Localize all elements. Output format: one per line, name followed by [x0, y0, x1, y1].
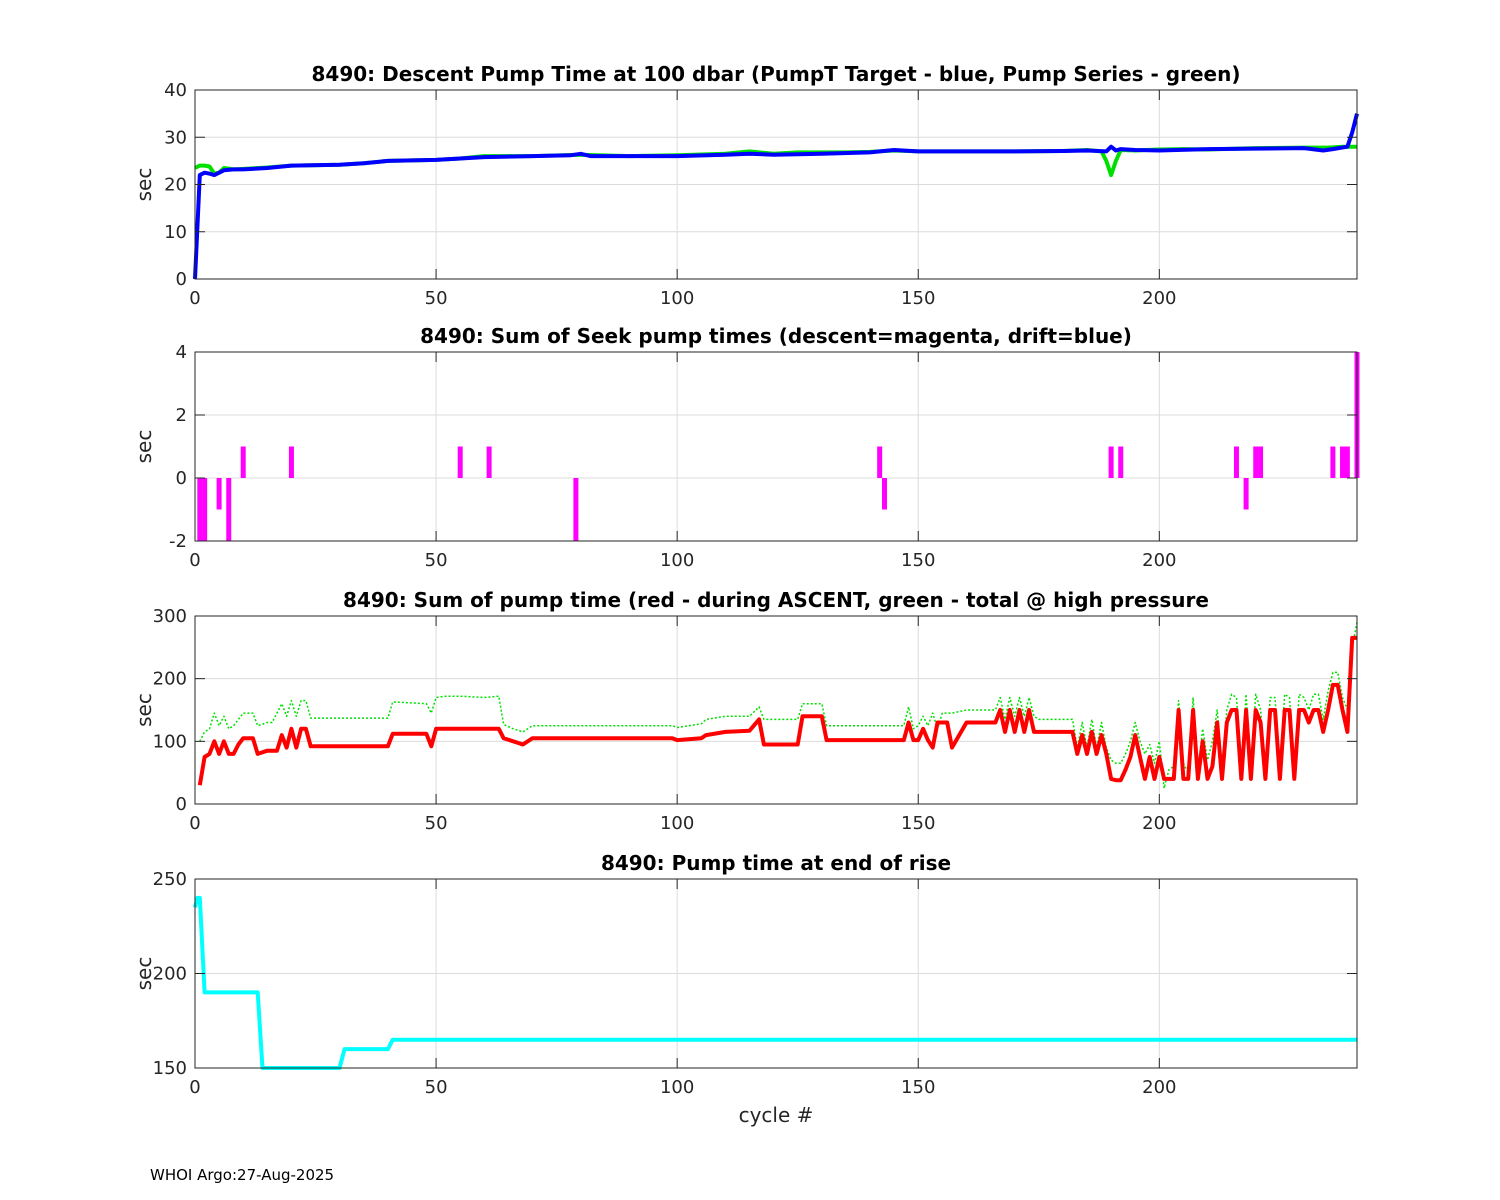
bar [877, 446, 883, 478]
y-tick-label: 250 [153, 869, 187, 890]
x-tick-label: 50 [425, 1077, 448, 1098]
x-tick-label: 100 [660, 1077, 694, 1098]
x-tick-label: 150 [901, 288, 935, 309]
y-tick-label: 4 [176, 342, 187, 363]
x-tick-label: 0 [189, 813, 200, 834]
y-tick-label: 0 [176, 468, 187, 489]
bar [1118, 446, 1124, 478]
bar [1243, 478, 1249, 510]
x-tick-label: 0 [189, 550, 200, 571]
bar [1340, 446, 1346, 478]
series-line-2 [193, 113, 1359, 280]
x-tick-label: 100 [660, 288, 694, 309]
series-line-1 [199, 622, 1358, 790]
x-tick-label: 200 [1142, 1077, 1176, 1098]
chart-title: 8490: Descent Pump Time at 100 dbar (Pum… [312, 62, 1241, 86]
y-tick-label: 2 [176, 405, 187, 426]
y-tick-label: 20 [164, 175, 187, 196]
y-tick-label: 40 [164, 80, 187, 101]
chart-title: 8490: Sum of Seek pump times (descent=ma… [420, 324, 1132, 348]
y-tick-label: 300 [153, 606, 187, 627]
y-axis-label: sec [132, 693, 156, 727]
bar [197, 478, 203, 541]
x-tick-label: 200 [1142, 288, 1176, 309]
series-line-1 [193, 895, 1357, 1070]
chart-title: 8490: Pump time at end of rise [601, 851, 951, 875]
bar [457, 446, 463, 478]
y-tick-label: 100 [153, 731, 187, 752]
x-tick-label: 150 [901, 1077, 935, 1098]
bar [202, 478, 208, 541]
chart-panel-1: 0 50 100 150 200 0 10 20 30 40 8490: Descent Pump … [132, 62, 1359, 309]
x-tick-label: 0 [189, 288, 200, 309]
x-tick-label: 50 [425, 288, 448, 309]
x-tick-label: 150 [901, 550, 935, 571]
x-tick-label: 100 [660, 550, 694, 571]
bar [1330, 446, 1336, 478]
x-tick-label: 100 [660, 813, 694, 834]
x-tick-label: 50 [425, 813, 448, 834]
bar [1108, 446, 1114, 478]
x-axis-label: cycle # [739, 1103, 814, 1127]
y-tick-label: 150 [153, 1058, 187, 1079]
y-tick-label: 200 [153, 669, 187, 690]
bar [216, 478, 222, 510]
chart-title: 8490: Sum of pump time (red - during ASC… [343, 588, 1209, 612]
bar [1233, 446, 1239, 478]
x-tick-label: 200 [1142, 550, 1176, 571]
bar [573, 478, 579, 541]
series-line-2 [197, 635, 1357, 786]
chart-panel-4: 0 50 100 150 200 150 200 250 8490: Pump time at … [132, 851, 1358, 1127]
footer-credit: WHOI Argo:27-Aug-2025 [150, 1166, 335, 1184]
x-tick-label: 150 [901, 813, 935, 834]
axes-box [194, 351, 1358, 542]
bar [1258, 446, 1264, 478]
y-axis-label: sec [132, 168, 156, 202]
axes-box [194, 615, 1358, 805]
bar [486, 446, 492, 478]
bar [881, 478, 887, 510]
y-tick-label: 30 [164, 127, 187, 148]
y-tick-label: 200 [153, 964, 187, 985]
x-tick-label: 0 [189, 1077, 200, 1098]
y-tick-label: 0 [176, 794, 187, 815]
x-tick-label: 50 [425, 550, 448, 571]
bar [240, 446, 246, 478]
y-axis-label: sec [132, 957, 156, 991]
y-tick-label: 0 [176, 269, 187, 290]
chart-panel-3: 0 50 100 150 200 0 100 200 300 8490: Sum of pump … [132, 588, 1358, 834]
y-tick-label: -2 [169, 531, 187, 552]
bar [1253, 446, 1259, 478]
y-axis-label: sec [132, 430, 156, 464]
bar [226, 478, 232, 541]
x-tick-label: 200 [1142, 813, 1176, 834]
bar [288, 446, 294, 478]
y-tick-label: 10 [164, 222, 187, 243]
bar [1344, 446, 1350, 478]
